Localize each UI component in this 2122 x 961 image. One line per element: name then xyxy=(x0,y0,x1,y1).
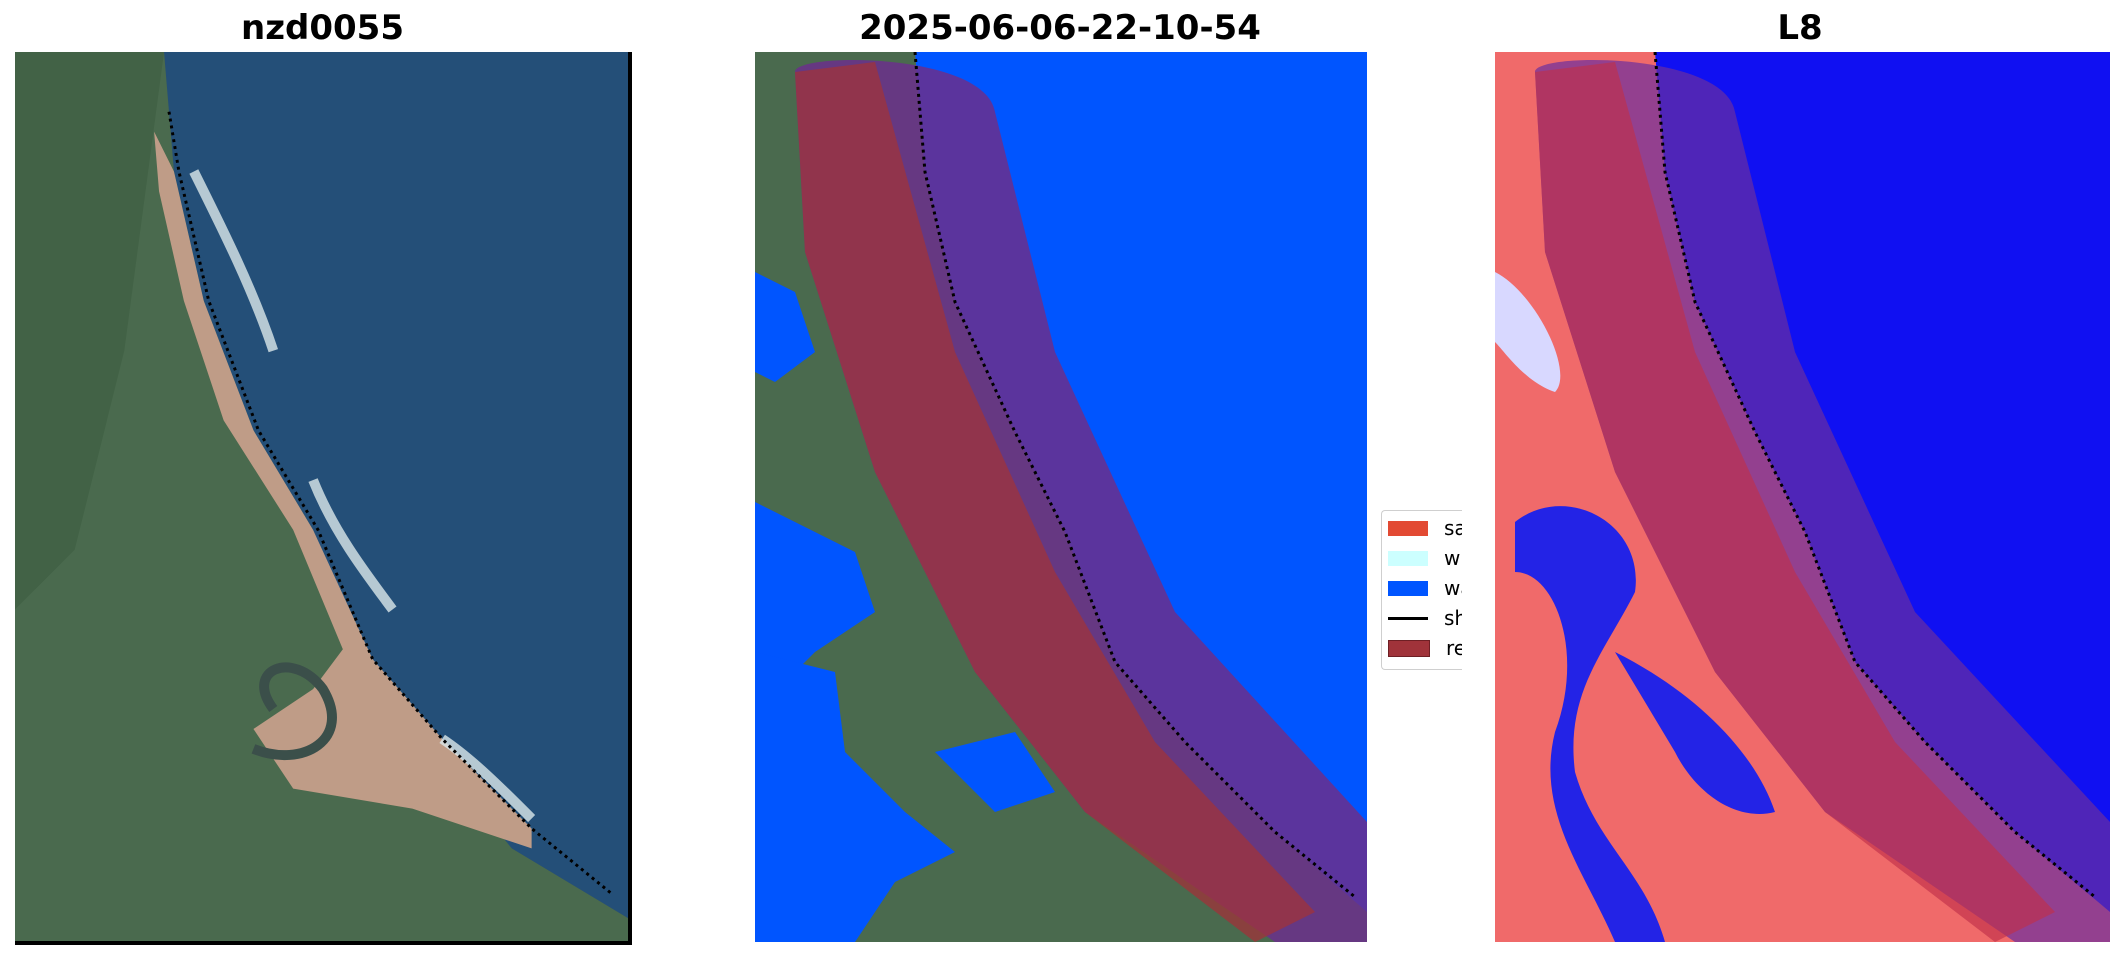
water-swatch xyxy=(1388,580,1428,596)
legend-item-water: water xyxy=(1388,576,1462,600)
index-image xyxy=(1495,52,2110,942)
shoreline-swatch xyxy=(1388,616,1428,620)
panel-title-classification: 2025-06-06-22-10-54 xyxy=(859,8,1261,48)
panel-title-rgb: nzd0055 xyxy=(241,8,404,48)
reference-buffer-swatch xyxy=(1388,639,1430,657)
legend-item-sand: sand xyxy=(1388,516,1462,540)
white-water-swatch xyxy=(1388,550,1428,566)
classification-image xyxy=(755,52,1367,942)
legend-item-reference-buffer: reference shoreline buffer xyxy=(1388,636,1462,660)
shoreline-trace xyxy=(167,111,613,895)
reference-shoreline-buffer xyxy=(795,60,1367,942)
legend: sand white-water water shoreline referen… xyxy=(1381,510,1462,670)
legend-item-shoreline: shoreline xyxy=(1388,606,1462,630)
rgb-satellite-image xyxy=(15,52,632,945)
legend-item-white-water: white-water xyxy=(1388,546,1462,570)
sand-swatch xyxy=(1388,520,1428,536)
panel-title-index: L8 xyxy=(1777,8,1823,48)
